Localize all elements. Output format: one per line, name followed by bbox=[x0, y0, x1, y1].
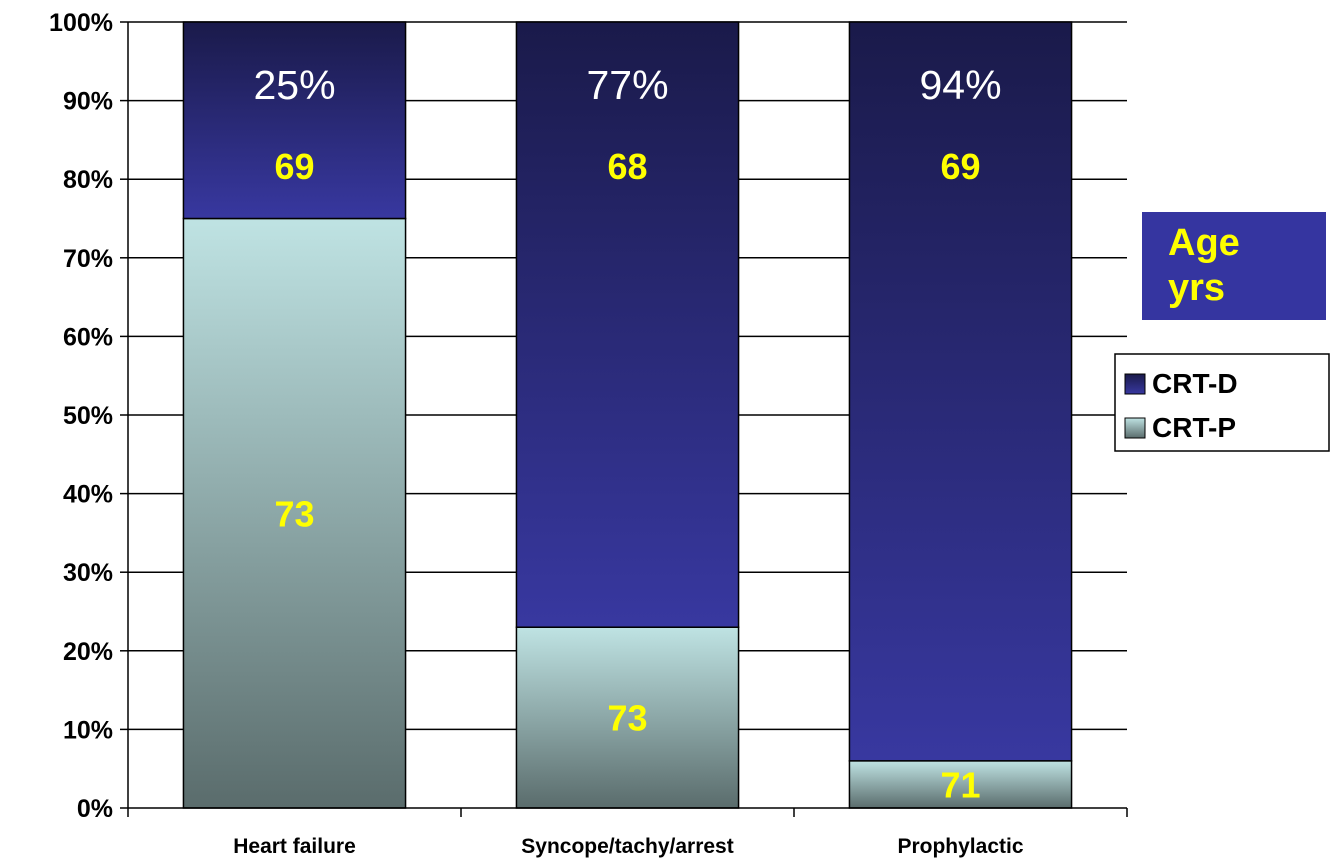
category-label: Heart failure bbox=[233, 835, 356, 858]
legend-label-crt-d: CRT-D bbox=[1152, 368, 1238, 399]
crt-d-age-label: 69 bbox=[940, 146, 980, 187]
crt-p-age-label: 71 bbox=[940, 764, 980, 805]
crt-d-age-label: 68 bbox=[607, 146, 647, 187]
legend-label-crt-p: CRT-P bbox=[1152, 412, 1236, 443]
age-box-line2: yrs bbox=[1168, 267, 1225, 309]
data-labels: 25% 69 73 77% 68 73 94% 69 71 bbox=[253, 62, 1001, 805]
legend: CRT-D CRT-P bbox=[1114, 353, 1330, 452]
crt-d-percent-label: 25% bbox=[253, 62, 335, 108]
y-tick-label: 70% bbox=[63, 245, 113, 273]
y-tick-label: 30% bbox=[63, 559, 113, 587]
legend-swatch-crt-d bbox=[1124, 373, 1146, 395]
y-tick-label: 50% bbox=[63, 402, 113, 430]
crt-d-percent-label: 94% bbox=[919, 62, 1001, 108]
y-tick-label: 20% bbox=[63, 638, 113, 666]
category-labels: Heart failure Syncope/tachy/arrest Prophyl… bbox=[233, 835, 1024, 858]
crt-p-age-label: 73 bbox=[274, 493, 314, 534]
bar-crt-p bbox=[515, 626, 740, 809]
bar-crt-d bbox=[515, 21, 740, 628]
bars bbox=[182, 21, 1073, 809]
bar-crt-d bbox=[182, 21, 407, 220]
y-axis-ticks: 0% 10% 20% 30% 40% 50% 60% 70% 80% 90% 100% bbox=[49, 9, 128, 823]
y-tick-label: 100% bbox=[49, 9, 113, 37]
category-label: Syncope/tachy/arrest bbox=[521, 835, 733, 858]
category-label: Prophylactic bbox=[897, 835, 1023, 858]
y-tick-label: 80% bbox=[63, 166, 113, 194]
crt-p-age-label: 73 bbox=[607, 698, 647, 739]
age-box-line1: Age bbox=[1168, 222, 1240, 264]
axes bbox=[127, 22, 1128, 817]
legend-frame bbox=[1114, 353, 1330, 452]
age-annotation-box: Age yrs bbox=[1142, 212, 1326, 320]
crt-d-age-label: 69 bbox=[274, 146, 314, 187]
y-tick-label: 0% bbox=[77, 795, 113, 823]
bar-crt-p bbox=[182, 217, 407, 809]
legend-swatch-crt-p bbox=[1124, 417, 1146, 439]
y-tick-label: 60% bbox=[63, 323, 113, 351]
age-box-bg bbox=[1142, 212, 1326, 320]
y-tick-label: 90% bbox=[63, 88, 113, 116]
y-tick-label: 10% bbox=[63, 716, 113, 744]
bar-crt-d bbox=[848, 21, 1073, 762]
crt-d-percent-label: 77% bbox=[586, 62, 668, 108]
y-tick-label: 40% bbox=[63, 481, 113, 509]
